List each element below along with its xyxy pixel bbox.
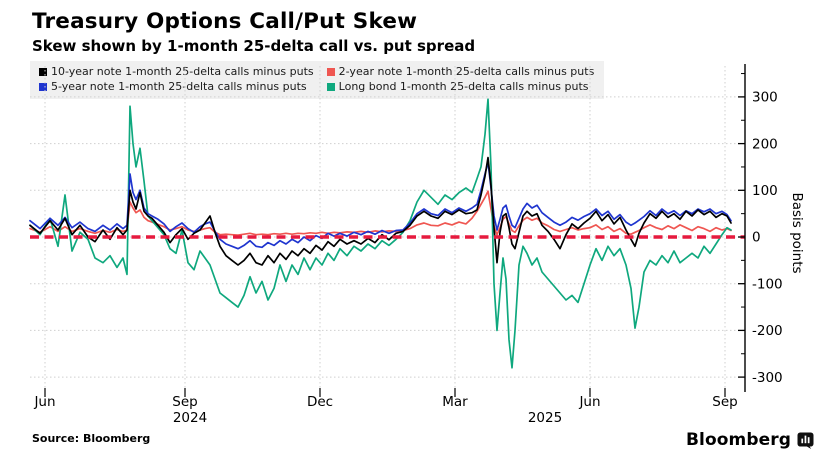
- legend-item: 5-year note 1-month 25-delta calls minus…: [39, 80, 314, 94]
- x-tick-label: Mar: [442, 394, 468, 410]
- y-tick-label: 100: [752, 183, 778, 199]
- legend-item-label: 2-year note 1-month 25-delta calls minus…: [338, 65, 595, 78]
- legend-item: 10-year note 1-month 25-delta calls minu…: [39, 65, 314, 79]
- x-tick-label: Sep: [712, 394, 737, 410]
- page-subtitle: Skew shown by 1-month 25-delta call vs. …: [32, 37, 476, 55]
- y-axis-title: Basis points: [789, 192, 805, 274]
- brand-footer: Bloomberg: [686, 430, 814, 450]
- bloomberg-logo-icon: [797, 432, 814, 449]
- series-line: [29, 156, 732, 266]
- legend-item: Long bond 1-month 25-delta calls minus p…: [326, 80, 595, 94]
- bloomberg-wordmark: Bloomberg: [685, 430, 791, 450]
- x-tick-label: Jun: [578, 394, 600, 410]
- legend-item-label: Long bond 1-month 25-delta calls minus p…: [338, 80, 589, 93]
- x-tick-label: Sep: [172, 394, 197, 410]
- legend-swatch: [326, 68, 335, 76]
- y-tick-label: -100: [752, 276, 783, 292]
- legend-item-label: 10-year note 1-month 25-delta calls minu…: [51, 65, 314, 78]
- page-title: Treasury Options Call/Put Skew: [32, 9, 418, 34]
- x-year-label: 2025: [528, 410, 562, 426]
- y-tick-label: -200: [752, 323, 783, 339]
- x-tick-label: Dec: [307, 394, 333, 410]
- source-label: Source: Bloomberg: [32, 432, 151, 445]
- y-tick-label: 0: [752, 230, 761, 246]
- series-line: [29, 161, 732, 250]
- legend-swatch: [39, 83, 47, 91]
- x-tick-label: Jun: [33, 394, 55, 410]
- legend: 10-year note 1-month 25-delta calls minu…: [30, 61, 605, 99]
- legend-swatch: [39, 68, 47, 76]
- y-tick-label: -300: [752, 370, 783, 386]
- legend-item-label: 5-year note 1-month 25-delta calls minus…: [51, 80, 307, 93]
- legend-swatch: [326, 83, 335, 91]
- x-year-label: 2024: [173, 410, 207, 426]
- legend-item: 2-year note 1-month 25-delta calls minus…: [326, 65, 595, 79]
- y-tick-label: 200: [752, 136, 778, 152]
- y-tick-label: 300: [752, 90, 778, 106]
